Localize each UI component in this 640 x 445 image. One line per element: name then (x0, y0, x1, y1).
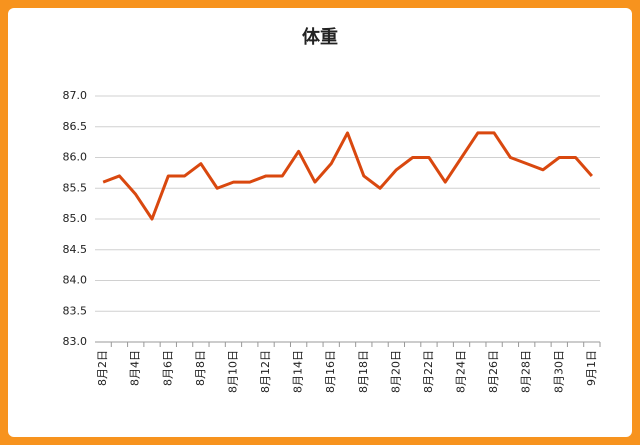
x-tick-label: 8月4日 (129, 350, 142, 386)
y-tick-label: 85.0 (63, 212, 88, 225)
y-tick-label: 83.0 (63, 335, 88, 348)
x-tick-label: 8月2日 (96, 350, 109, 386)
y-tick-label: 85.5 (63, 181, 88, 194)
x-tick-label: 9月1日 (585, 350, 598, 386)
x-tick-label: 8月6日 (161, 350, 174, 386)
x-tick-label: 8月26日 (487, 350, 500, 393)
y-tick-label: 86.5 (63, 120, 88, 133)
x-tick-label: 8月22日 (422, 350, 435, 393)
x-tick-label: 8月8日 (194, 350, 207, 386)
y-tick-label: 87.0 (63, 89, 88, 102)
x-tick-label: 8月24日 (455, 350, 468, 393)
x-tick-label: 8月10日 (226, 350, 239, 393)
y-tick-label: 83.5 (63, 304, 88, 317)
x-tick-label: 8月18日 (357, 350, 370, 393)
x-tick-label: 8月16日 (324, 350, 337, 393)
chart-title: 体重 (302, 26, 338, 48)
y-tick-label: 84.0 (63, 274, 88, 287)
x-tick-label: 8月28日 (520, 350, 533, 393)
y-tick-label: 84.5 (63, 243, 88, 256)
y-tick-label: 86.0 (63, 151, 88, 164)
x-tick-label: 8月20日 (389, 350, 402, 393)
line-series (102, 131, 593, 221)
x-tick-label: 8月14日 (292, 350, 305, 393)
x-tick-label: 8月30日 (552, 350, 565, 393)
x-tick-label: 8月12日 (259, 350, 272, 393)
chart-area (8, 8, 632, 437)
